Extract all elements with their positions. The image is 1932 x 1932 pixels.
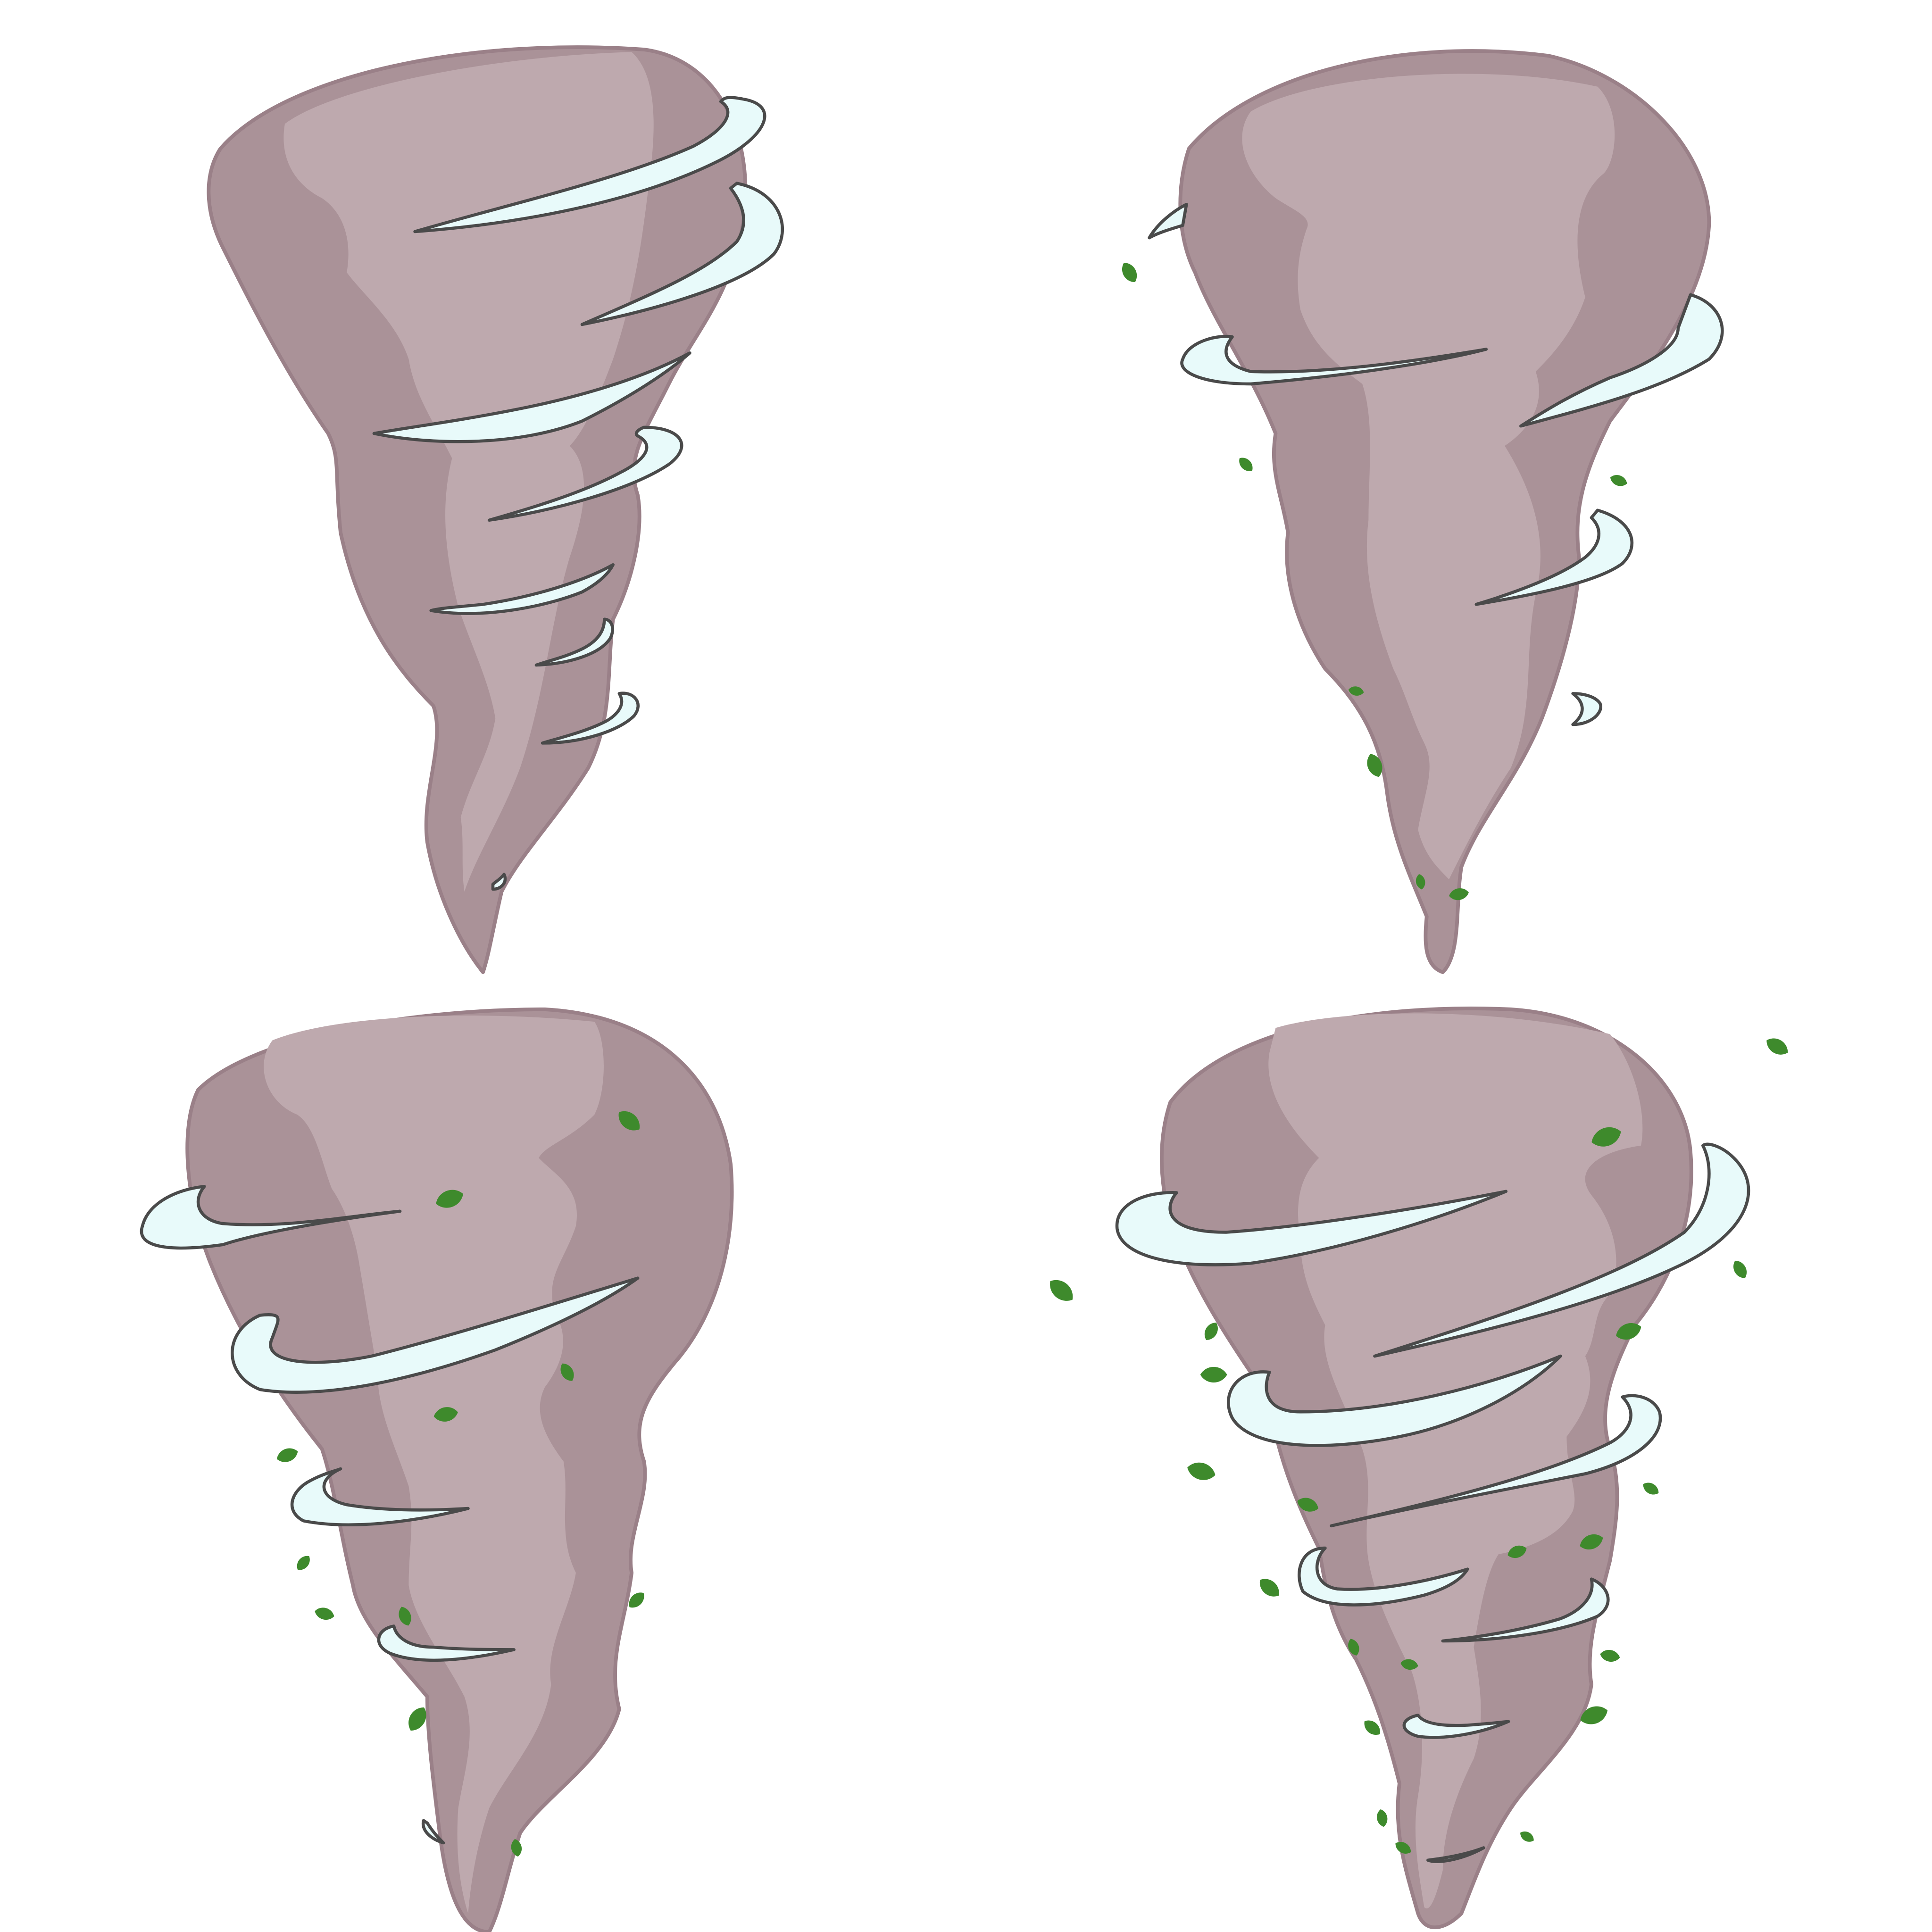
wind-band <box>1426 1846 1485 1863</box>
wind-band <box>413 96 766 233</box>
wind-band <box>231 1276 640 1394</box>
wind-band <box>429 563 615 615</box>
wind-band <box>1519 293 1724 428</box>
funnel-highlight <box>1242 74 1615 880</box>
wind-band <box>487 425 683 522</box>
wind-band <box>541 691 640 745</box>
tornado-top-right <box>1118 49 1724 974</box>
wind-band <box>377 1624 516 1662</box>
wind-band <box>1441 1577 1610 1643</box>
wind-bands <box>1115 1142 1750 1863</box>
wind-band <box>534 617 614 667</box>
wind-band <box>1373 1142 1750 1358</box>
wind-band <box>1180 334 1488 386</box>
wind-band <box>1227 1354 1562 1447</box>
wind-band <box>1330 1394 1662 1528</box>
wind-band <box>1402 1714 1510 1739</box>
wind-band <box>1148 202 1188 240</box>
wind-bands <box>372 96 784 891</box>
tornado-bottom-right <box>1045 1007 1791 1930</box>
wind-band <box>1474 508 1634 606</box>
wind-band <box>1298 1546 1469 1607</box>
funnel-highlight <box>264 1016 604 1914</box>
wind-band <box>290 1467 470 1526</box>
wind-band <box>1571 692 1602 726</box>
wind-band <box>140 1185 402 1250</box>
wind-band <box>580 182 784 326</box>
tornado-bottom-left <box>140 1007 734 1932</box>
wind-band <box>421 1819 445 1845</box>
wind-band <box>1115 1190 1508 1266</box>
wind-band <box>372 351 691 443</box>
tornado-top-left <box>207 45 784 974</box>
funnel-highlight <box>283 52 654 892</box>
wind-bands <box>140 1185 640 1845</box>
wind-band <box>491 873 507 891</box>
wind-bands <box>1148 202 1724 726</box>
